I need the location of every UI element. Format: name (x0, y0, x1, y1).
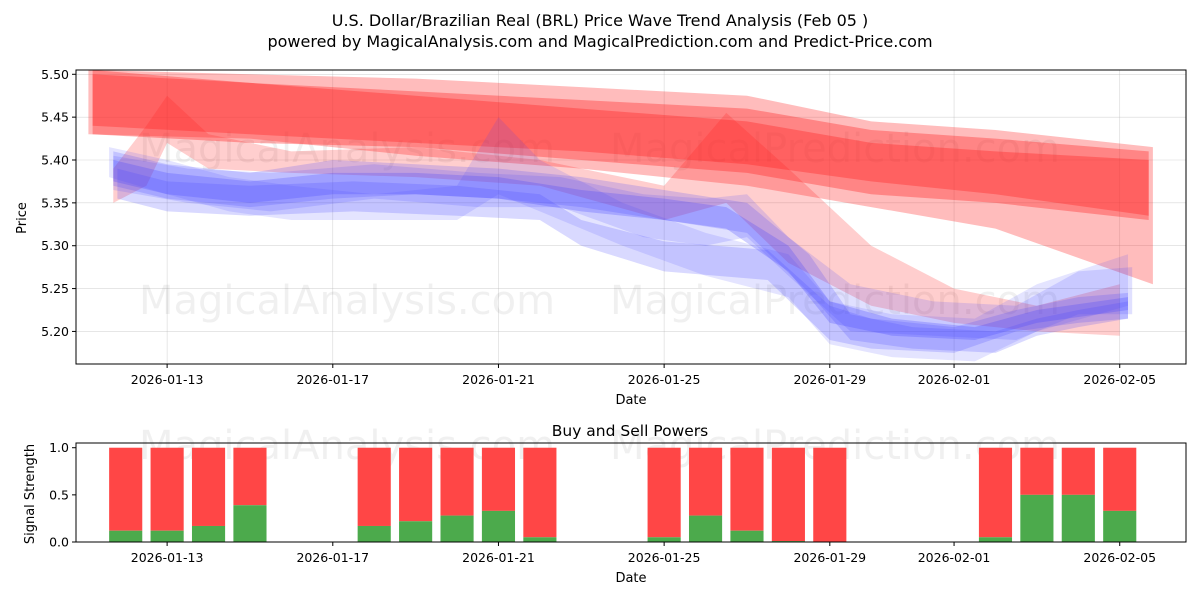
signal-y-tick-label: 1.0 (49, 440, 69, 455)
price-watermarks: MagicalAnalysis.com MagicalPrediction.com… (139, 126, 1060, 324)
red-forecast-band (88, 70, 1153, 285)
signal-x-tick-label: 2026-01-17 (296, 550, 369, 565)
buy-power-bar (399, 521, 433, 542)
signal-x-tick-label: 2026-01-29 (793, 550, 866, 565)
price-y-tick-label: 5.35 (41, 195, 69, 210)
signal-y-tick-label: 0.5 (49, 487, 69, 502)
price-y-tick-label: 5.50 (41, 67, 69, 82)
price-watermark: MagicalPrediction.com (610, 278, 1060, 324)
signal-x-tick-label: 2026-01-13 (131, 550, 204, 565)
buy-power-bar (688, 515, 723, 542)
buy-power-bar (191, 525, 226, 542)
sell-power-bar (440, 447, 474, 516)
buy-sell-title: Buy and Sell Powers (552, 422, 709, 440)
price-y-tick-label: 5.30 (41, 238, 69, 253)
signal-x-tick-label: 2026-01-21 (462, 550, 535, 565)
signal-x-axis-label: Date (615, 571, 646, 586)
sell-power-bar (730, 447, 764, 531)
signal-y-axis-label: Signal Strength (23, 444, 38, 544)
sell-power-bar (647, 447, 681, 538)
sell-power-bar (523, 447, 557, 538)
sell-power-bar (357, 447, 391, 526)
signal-y-tick-label: 0.0 (49, 535, 69, 550)
sell-power-bar (688, 447, 723, 516)
price-chart: MagicalAnalysis.com MagicalPrediction.com… (15, 67, 1187, 408)
buy-power-bar (150, 530, 184, 542)
sell-power-bar (1103, 447, 1137, 511)
price-x-tick-label: 2026-01-21 (462, 372, 535, 387)
sell-power-bar (150, 447, 184, 531)
chart-title-line1: U.S. Dollar/Brazilian Real (BRL) Price W… (332, 11, 869, 30)
buy-power-bar (440, 515, 474, 542)
buy-power-bar (481, 510, 516, 542)
price-x-tick-label: 2026-02-01 (918, 372, 991, 387)
sell-power-bar (813, 447, 847, 542)
buy-power-bar (357, 525, 391, 542)
price-y-tick-label: 5.45 (41, 110, 69, 125)
price-y-tick-label: 5.20 (41, 324, 69, 339)
price-watermark: MagicalPrediction.com (610, 126, 1060, 172)
red-forecast-band (92, 74, 1149, 220)
buy-power-bar (978, 537, 1013, 542)
buy-power-bar (1020, 494, 1054, 542)
price-x-tick-label: 2026-01-29 (793, 372, 866, 387)
sell-power-bar (233, 447, 267, 506)
price-y-axis-label: Price (15, 202, 30, 234)
sell-power-bar (1061, 447, 1095, 495)
price-x-tick-label: 2026-02-05 (1083, 372, 1156, 387)
blue-wave-band (113, 151, 1129, 353)
red-forecast-band (92, 70, 1149, 216)
price-y-ticks: 5.20 5.25 5.30 5.35 5.40 5.45 5.50 (41, 67, 76, 339)
signal-plot-frame (75, 442, 1187, 543)
signal-x-tick-label: 2026-02-05 (1083, 550, 1156, 565)
blue-wave-band (117, 168, 1128, 353)
price-x-tick-label: 2026-01-25 (628, 372, 701, 387)
signal-x-tick-label: 2026-01-25 (628, 550, 701, 565)
buy-power-bar (523, 537, 557, 542)
blue-wave-band (113, 160, 1129, 340)
signal-y-ticks: 0.0 0.5 1.0 (49, 440, 76, 550)
signal-x-tick-label: 2026-02-01 (918, 550, 991, 565)
price-x-axis-label: Date (615, 393, 646, 408)
chart-title-line2: powered by MagicalAnalysis.com and Magic… (267, 32, 932, 51)
price-gridlines (76, 70, 1186, 364)
blue-wave-band (113, 155, 1133, 340)
price-bands (88, 70, 1153, 362)
signal-x-ticks: 2026-01-13 2026-01-17 2026-01-21 2026-01-25… (131, 542, 1156, 565)
price-y-tick-label: 5.25 (41, 281, 69, 296)
sell-power-bar (1020, 447, 1054, 495)
price-x-tick-label: 2026-01-17 (296, 372, 369, 387)
signal-bars (109, 447, 1137, 542)
buy-power-bar (1103, 510, 1137, 542)
price-watermark: MagicalAnalysis.com (139, 126, 555, 172)
buy-power-bar (647, 537, 681, 542)
sell-power-bar (978, 447, 1013, 538)
buy-power-bar (109, 530, 143, 542)
buy-sell-chart: Buy and Sell Powers MagicalAnalysis.com M… (23, 422, 1187, 586)
buy-power-bar (730, 530, 764, 542)
buy-power-bar (1061, 494, 1095, 542)
sell-power-bar (191, 447, 226, 526)
price-x-tick-label: 2026-01-13 (131, 372, 204, 387)
price-x-ticks: 2026-01-13 2026-01-17 2026-01-21 2026-01-25… (131, 364, 1156, 387)
sell-power-bar (399, 447, 433, 522)
price-watermark: MagicalAnalysis.com (139, 278, 555, 324)
price-plot-frame (75, 69, 1187, 365)
sell-power-bar (109, 447, 143, 531)
red-forecast-band (113, 95, 1120, 336)
sell-power-bar (771, 447, 805, 542)
blue-wave-band (109, 117, 1129, 362)
buy-power-bar (233, 505, 267, 542)
sell-power-bar (481, 447, 516, 511)
price-y-tick-label: 5.40 (41, 153, 69, 168)
